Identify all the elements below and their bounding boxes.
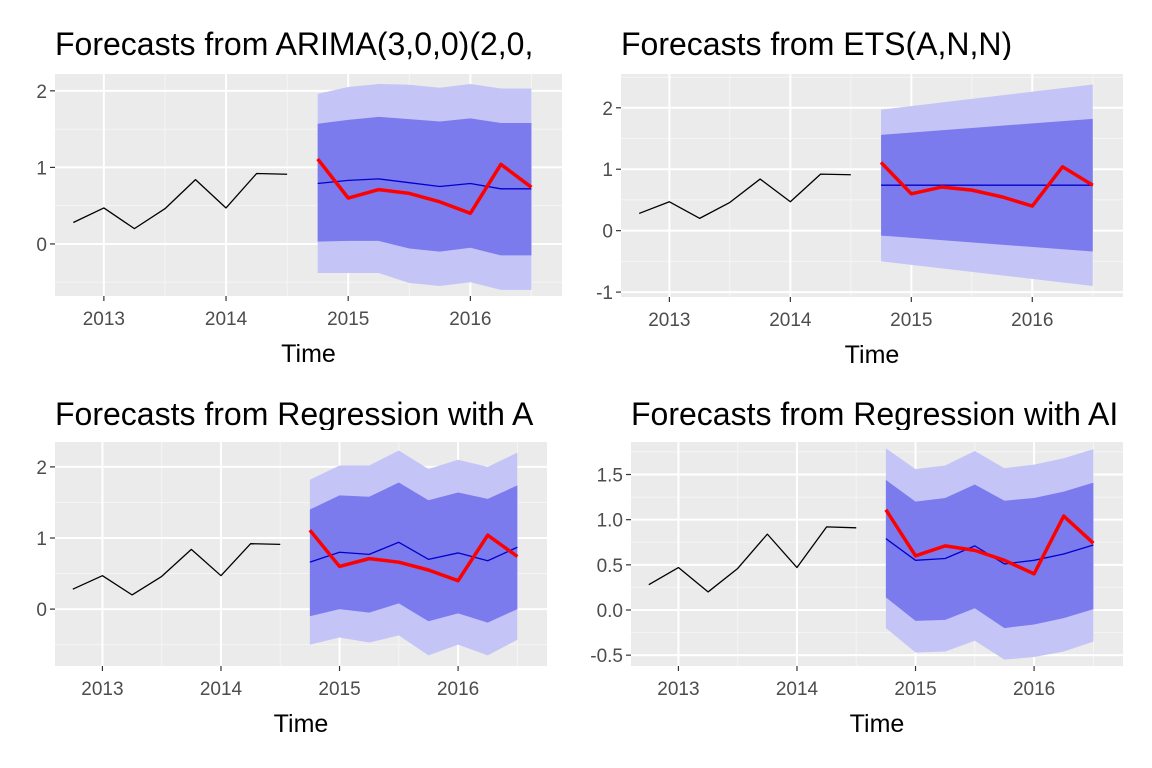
chart-panel-regression-1: Forecasts from Regression with A 0 1 2 2013… (0, 384, 576, 768)
x-tick-label: 2013 (657, 679, 699, 700)
chart-svg: -0.5 0.0 0.5 1.0 1.5 2013 2014 2015 2016 Time (590, 442, 1123, 738)
x-tick-label: 2014 (205, 309, 248, 330)
actual-series-line (316, 157, 533, 216)
y-tick-label: 1 (36, 529, 47, 550)
y-tick-label: 1 (602, 160, 613, 181)
x-tick-label: 2014 (769, 310, 812, 331)
chart-panel-regression-2: Forecasts from Regression with AI -0.5 0.… (576, 384, 1152, 768)
y-tick-label: 0.0 (597, 601, 623, 622)
chart-svg: 0 1 2 2013 2014 2015 2016 Time (36, 442, 547, 738)
x-tick-label: 2015 (894, 679, 936, 700)
x-axis-title: Time (850, 710, 905, 738)
y-tick-label: 0.5 (597, 556, 623, 577)
history-series-line (72, 543, 281, 596)
x-tick-label: 2016 (437, 679, 479, 700)
x-axis-title: Time (281, 340, 336, 368)
y-tick-label: 1 (36, 158, 47, 179)
chart-title: Forecasts from Regression with AI (631, 398, 1119, 430)
y-tick-label: 2 (36, 458, 47, 479)
history-series-line (73, 172, 288, 230)
x-tick-label: 2016 (1013, 679, 1055, 700)
chart-title: Forecasts from Regression with A (55, 398, 534, 430)
chart-panel-arima: Forecasts from ARIMA(3,0,0)(2,0, 0 1 2 2013… (0, 0, 576, 384)
forecast-mean-line (317, 178, 532, 190)
forecast-mean-line (309, 541, 518, 563)
y-tick-label: 2 (602, 99, 613, 120)
x-tick-label: 2014 (776, 679, 819, 700)
chart-svg: 0 1 2 2013 2014 2015 2016 Time (36, 74, 562, 368)
x-tick-label: 2013 (648, 310, 690, 331)
chart-svg: -1 0 1 2 2013 2014 2015 2016 Time (596, 74, 1123, 369)
chart-panel-ets: Forecasts from ETS(A,N,N) -1 0 1 2 2013 2014 2… (576, 0, 1152, 384)
x-tick-label: 2016 (1011, 310, 1053, 331)
x-tick-label: 2013 (81, 679, 123, 700)
x-tick-label: 2016 (449, 309, 491, 330)
x-tick-label: 2015 (327, 309, 369, 330)
x-axis-title: Time (274, 710, 329, 738)
y-tick-label: 1.0 (597, 511, 623, 532)
history-series-line (638, 173, 851, 220)
x-axis-title: Time (845, 341, 900, 369)
x-tick-label: 2013 (83, 309, 125, 330)
y-tick-label: -1 (596, 283, 613, 304)
history-series-line (648, 526, 857, 593)
y-tick-label: 1.5 (597, 466, 623, 487)
x-tick-label: 2015 (890, 310, 932, 331)
y-tick-label: 0 (36, 600, 47, 621)
actual-series-line (308, 529, 519, 583)
prediction-interval-80 (317, 116, 532, 256)
prediction-interval-80 (309, 482, 518, 623)
chart-title: Forecasts from ARIMA(3,0,0)(2,0, (55, 28, 534, 60)
y-tick-label: 2 (36, 82, 47, 103)
x-tick-label: 2015 (318, 679, 360, 700)
actual-series-line (879, 161, 1094, 208)
y-tick-label: -0.5 (590, 646, 623, 667)
chart-title: Forecasts from ETS(A,N,N) (621, 28, 1013, 60)
actual-series-line (884, 508, 1095, 576)
y-tick-label: 0 (36, 235, 47, 256)
y-tick-label: 0 (602, 222, 613, 243)
x-tick-label: 2014 (200, 679, 243, 700)
